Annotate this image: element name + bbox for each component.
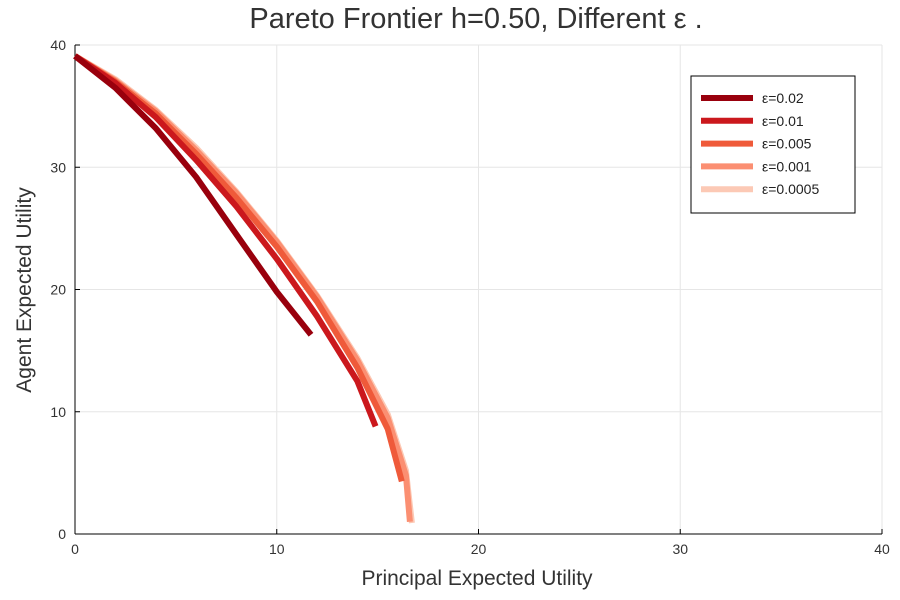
series-group: [73, 53, 415, 524]
y-tick-label: 30: [50, 159, 66, 175]
x-tick-label: 40: [874, 541, 890, 557]
legend-label-0: ε=0.02: [762, 90, 804, 106]
x-tick-label: 10: [269, 541, 285, 557]
y-axis-label: Agent Expected Utility: [13, 187, 36, 393]
y-tick-label: 10: [50, 404, 66, 420]
series-line-1: [73, 53, 379, 428]
legend-label-1: ε=0.01: [762, 113, 804, 129]
legend-label-2: ε=0.005: [762, 136, 812, 152]
legend-label-3: ε=0.001: [762, 158, 812, 174]
axes: 0 10 20 30 40 0 10 20 30 40: [50, 37, 890, 557]
x-axis-label: Principal Expected Utility: [361, 567, 593, 590]
chart-title: Pareto Frontier h=0.50, Different ε .: [249, 3, 702, 35]
y-tick-label: 20: [50, 282, 66, 298]
x-tick-label: 30: [672, 541, 688, 557]
x-tick-label: 0: [71, 541, 79, 557]
y-tick-label: 40: [50, 37, 66, 53]
legend: ε=0.02 ε=0.01 ε=0.005 ε=0.001 ε=0.0005: [690, 75, 856, 214]
x-tick-label: 20: [471, 541, 487, 557]
legend-label-4: ε=0.0005: [762, 181, 819, 197]
series-line-0: [73, 53, 314, 337]
y-tick-label: 0: [58, 526, 66, 542]
